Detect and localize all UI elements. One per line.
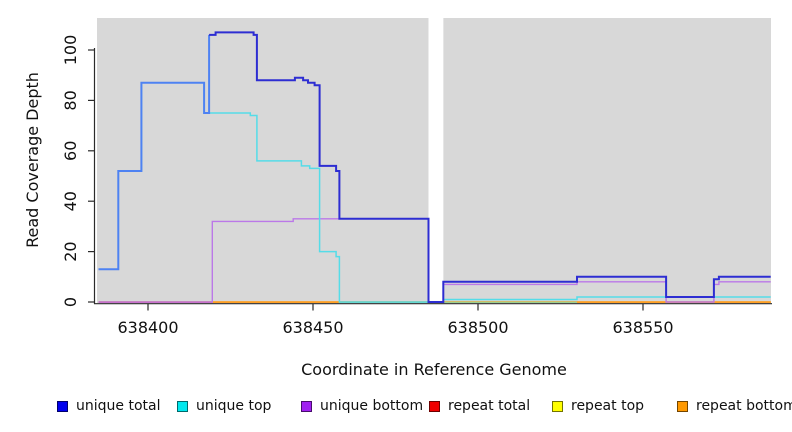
x-tick-label: 638400 [117, 318, 178, 337]
legend-label: unique bottom [320, 398, 424, 414]
y-tick-label: 40 [61, 191, 80, 211]
legend-swatch [57, 400, 68, 412]
legend-label: unique total [76, 398, 161, 414]
series-line-unique_total [209, 31, 771, 303]
legend-item-repeat-top: repeat top [552, 398, 644, 414]
legend-item-repeat-bottom: repeat bottom [677, 398, 792, 414]
legend-label: repeat total [448, 398, 531, 414]
legend-label: repeat bottom [696, 398, 792, 414]
legend-item-unique-bottom: unique bottom [301, 398, 423, 414]
x-tick-label: 638500 [447, 318, 508, 337]
legend-item-unique-total: unique total [57, 398, 160, 414]
legend: unique total unique top unique bottom repea… [0, 396, 792, 420]
legend-swatch [301, 400, 312, 412]
legend-swatch [552, 400, 563, 412]
no-data-band [428, 18, 444, 303]
x-tick-label: 638550 [612, 318, 673, 337]
legend-label: unique top [196, 398, 272, 414]
y-tick-label: 80 [61, 90, 80, 110]
y-axis-title: Read Coverage Depth [23, 72, 42, 248]
y-tick-label: 60 [61, 141, 80, 161]
legend-label: repeat top [571, 398, 645, 414]
x-axis-title: Coordinate in Reference Genome [301, 360, 567, 379]
y-tick-label: 20 [61, 241, 80, 261]
legend-item-unique-top: unique top [177, 398, 271, 414]
legend-swatch [429, 400, 440, 412]
y-tick-label: 100 [61, 35, 80, 66]
y-tick-label: 0 [61, 297, 80, 307]
legend-item-repeat-total: repeat total [429, 398, 530, 414]
x-tick-label: 638450 [282, 318, 343, 337]
series-line-unique_total-overlap [98, 34, 211, 271]
legend-swatch [177, 400, 188, 412]
legend-swatch [677, 400, 688, 412]
